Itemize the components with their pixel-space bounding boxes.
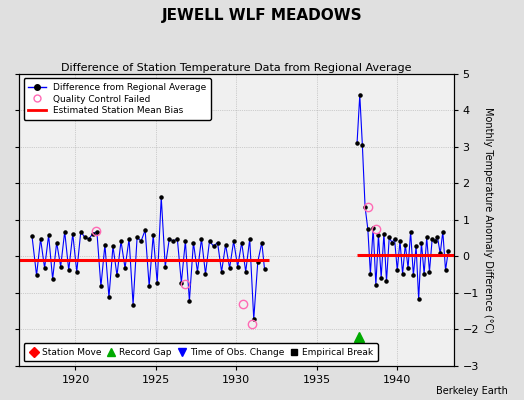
Point xyxy=(213,239,222,246)
Point xyxy=(137,238,145,244)
Point xyxy=(28,233,36,240)
Point xyxy=(417,239,425,246)
Point xyxy=(431,238,439,244)
Point xyxy=(422,234,431,241)
Point xyxy=(374,232,383,238)
Point xyxy=(145,283,154,290)
Point xyxy=(234,264,242,270)
Point xyxy=(117,238,125,244)
Point xyxy=(97,283,105,290)
Point xyxy=(439,228,447,235)
Point xyxy=(385,234,394,241)
Point xyxy=(85,236,93,242)
Point xyxy=(412,243,420,249)
Point xyxy=(398,271,407,277)
Point xyxy=(246,236,254,242)
Point xyxy=(401,242,410,248)
Point xyxy=(380,230,388,237)
Point xyxy=(153,280,161,286)
Legend: Station Move, Record Gap, Time of Obs. Change, Empirical Break: Station Move, Record Gap, Time of Obs. C… xyxy=(24,344,378,362)
Point xyxy=(254,259,262,265)
Point xyxy=(89,230,97,237)
Point xyxy=(409,272,418,278)
Point xyxy=(396,238,404,244)
Point xyxy=(181,238,190,244)
Y-axis label: Monthly Temperature Anomaly Difference (°C): Monthly Temperature Anomaly Difference (… xyxy=(483,107,493,333)
Point xyxy=(414,296,423,303)
Point xyxy=(366,271,375,277)
Point xyxy=(383,278,391,284)
Point xyxy=(40,265,49,271)
Point xyxy=(73,268,81,275)
Point xyxy=(129,302,137,308)
Point xyxy=(222,242,230,248)
Point xyxy=(93,228,101,235)
Point xyxy=(237,239,246,246)
Point xyxy=(197,236,205,242)
Point xyxy=(353,140,361,146)
Point xyxy=(201,271,210,277)
Point xyxy=(77,228,85,235)
Point xyxy=(393,267,401,274)
Point xyxy=(69,230,77,237)
Point xyxy=(260,266,269,272)
Point xyxy=(189,239,198,246)
Point xyxy=(48,276,57,282)
Point xyxy=(358,142,367,148)
Point xyxy=(361,204,369,210)
Point xyxy=(249,316,258,322)
Point xyxy=(169,238,178,244)
Point xyxy=(217,268,226,275)
Point xyxy=(441,267,450,274)
Point xyxy=(242,268,250,275)
Text: JEWELL WLF MEADOWS: JEWELL WLF MEADOWS xyxy=(162,8,362,23)
Point xyxy=(101,242,109,248)
Point xyxy=(149,232,157,238)
Point xyxy=(425,268,434,275)
Point xyxy=(444,248,452,254)
Point xyxy=(369,225,377,231)
Point xyxy=(433,234,442,241)
Point xyxy=(390,236,399,242)
Point xyxy=(109,243,117,249)
Point xyxy=(225,265,234,271)
Point xyxy=(121,265,129,271)
Point xyxy=(105,294,113,300)
Point xyxy=(193,268,202,275)
Point xyxy=(36,236,45,242)
Point xyxy=(177,280,185,286)
Point xyxy=(428,236,436,242)
Point xyxy=(57,264,65,270)
Point xyxy=(165,236,173,242)
Point xyxy=(388,239,396,246)
Point xyxy=(372,282,380,288)
Point xyxy=(125,236,133,242)
Point xyxy=(45,232,53,238)
Point xyxy=(364,226,372,232)
Point xyxy=(404,265,412,271)
Point xyxy=(377,274,385,281)
Point xyxy=(161,264,169,270)
Point xyxy=(407,228,415,235)
Point xyxy=(52,239,61,246)
Point xyxy=(185,298,193,304)
Point xyxy=(420,271,428,277)
Point xyxy=(356,92,364,98)
Point xyxy=(157,194,166,200)
Point xyxy=(141,227,149,233)
Point xyxy=(173,236,181,242)
Point xyxy=(436,250,444,257)
Point xyxy=(205,238,214,244)
Point xyxy=(81,234,89,241)
Point xyxy=(133,234,141,241)
Text: Berkeley Earth: Berkeley Earth xyxy=(436,386,508,396)
Point xyxy=(60,228,69,235)
Point xyxy=(32,272,41,278)
Point xyxy=(258,239,266,246)
Point xyxy=(209,243,217,249)
Point xyxy=(113,272,121,278)
Title: Difference of Station Temperature Data from Regional Average: Difference of Station Temperature Data f… xyxy=(61,63,412,73)
Point xyxy=(230,238,238,244)
Point xyxy=(64,267,73,274)
